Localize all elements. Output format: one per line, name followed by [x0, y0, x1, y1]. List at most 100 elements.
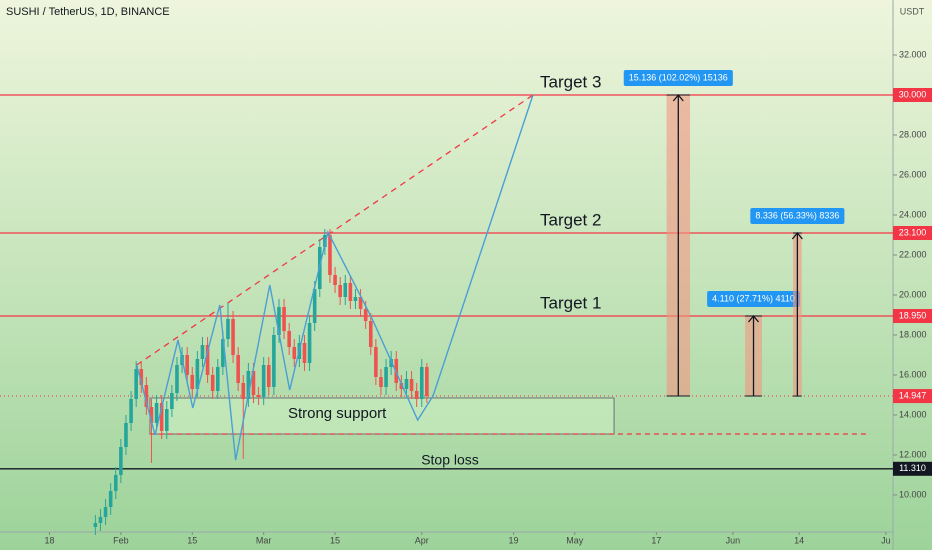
y-tick-label: 18.000 [899, 329, 927, 339]
x-tick-label: 14 [794, 535, 804, 545]
x-tick-label: 19 [509, 535, 519, 545]
candle-body [328, 235, 332, 275]
x-tick-label: 18 [44, 535, 54, 545]
price-label-box [893, 309, 932, 323]
trendline [136, 94, 534, 366]
candle-body [149, 407, 154, 423]
y-tick-label: 14.000 [899, 409, 927, 419]
candle-body [185, 355, 189, 375]
price-label: 30.000 [899, 89, 927, 99]
candle-body [98, 517, 103, 523]
candle-body [139, 369, 144, 385]
candle-body [277, 307, 281, 335]
candle-body [292, 347, 297, 359]
candle-body [425, 367, 429, 397]
candle-body [323, 235, 327, 247]
candle-body [226, 319, 230, 339]
y-tick-label: 16.000 [899, 369, 927, 379]
candle-body [93, 523, 98, 527]
level-name: Stop loss [421, 452, 479, 468]
price-label-box [893, 88, 932, 102]
candle-body [200, 345, 205, 359]
candle-body [236, 355, 240, 383]
x-tick-label: Mar [256, 535, 272, 545]
candle-body [358, 297, 363, 309]
candle-body [374, 347, 378, 377]
support-zone [149, 397, 615, 435]
candle-body [384, 367, 388, 387]
candle-body [103, 507, 108, 517]
price-label: 23.100 [899, 227, 927, 237]
measure-arrowhead [791, 231, 803, 240]
candle-body [272, 335, 276, 387]
candle-body [399, 383, 404, 389]
candle-body [414, 391, 419, 399]
currency: USDT [900, 6, 925, 16]
y-tick-label: 12.000 [899, 449, 927, 459]
measure-label: 4.110 (27.71%) 4110 [712, 293, 795, 303]
y-tick-label: 20.000 [899, 289, 927, 299]
price-label: 18.950 [899, 310, 927, 320]
candle-body [210, 375, 215, 391]
candle-body [221, 339, 225, 367]
measure-label: 8.336 (56.33%) 8336 [755, 210, 839, 220]
x-tick-label: May [566, 535, 584, 545]
y-tick-label: 28.000 [899, 129, 927, 139]
y-tick-label: 10.000 [899, 489, 927, 499]
candle-body [119, 447, 123, 475]
measure-label: 15.136 (102.02%) 15136 [629, 72, 728, 82]
candle-body [129, 399, 133, 423]
support-label: Strong support [288, 405, 387, 422]
candle-body [307, 323, 312, 363]
candle-body [154, 403, 159, 423]
candle-body [419, 367, 424, 399]
candle-body [159, 403, 164, 431]
x-tick-label: Jun [726, 535, 741, 545]
y-tick-label: 24.000 [899, 209, 927, 219]
candle-body [287, 331, 291, 347]
candle-body [353, 297, 358, 301]
candle-body [190, 375, 195, 389]
x-tick-label: 15 [330, 535, 340, 545]
measure-label-box [750, 208, 845, 224]
candle-body [256, 395, 261, 397]
price-label: 11.310 [899, 463, 926, 473]
candle-body [241, 383, 246, 399]
candle-body [338, 285, 342, 297]
measure-arrowhead [748, 314, 760, 323]
candle-body [379, 377, 383, 387]
candle-body [261, 365, 266, 397]
x-tick-label: Ju [881, 535, 891, 545]
candle-body [409, 379, 414, 391]
price-label-box [893, 226, 932, 240]
candle-body [164, 409, 169, 431]
measure-arrowhead [672, 93, 684, 102]
candle-body [348, 283, 353, 301]
last-price-box [893, 389, 932, 404]
y-tick-label: 22.000 [899, 249, 927, 259]
last-price-label: 14.947 [899, 390, 927, 400]
candle-body [170, 393, 174, 409]
measure-label-box [623, 70, 733, 86]
candle-body [363, 309, 368, 321]
candle-body [404, 379, 409, 389]
candle-body [215, 367, 220, 391]
candle-body [312, 289, 317, 323]
candle-body [266, 365, 271, 387]
x-tick-label: 15 [187, 535, 197, 545]
candle-body [124, 423, 128, 447]
y-tick-label: 32.000 [899, 49, 927, 59]
candle-body [113, 475, 118, 491]
candle-body [195, 359, 200, 389]
x-tick-label: Feb [113, 535, 129, 545]
projection-path [136, 94, 534, 461]
level-name: Target 2 [540, 210, 601, 229]
candle-body [333, 275, 337, 285]
symbol-title: SUSHI / TetherUS, 1D, BINANCE [6, 6, 170, 18]
candle-body [282, 307, 286, 331]
candle-body [302, 343, 307, 363]
candle-body [175, 365, 179, 393]
candle-body [251, 371, 256, 395]
